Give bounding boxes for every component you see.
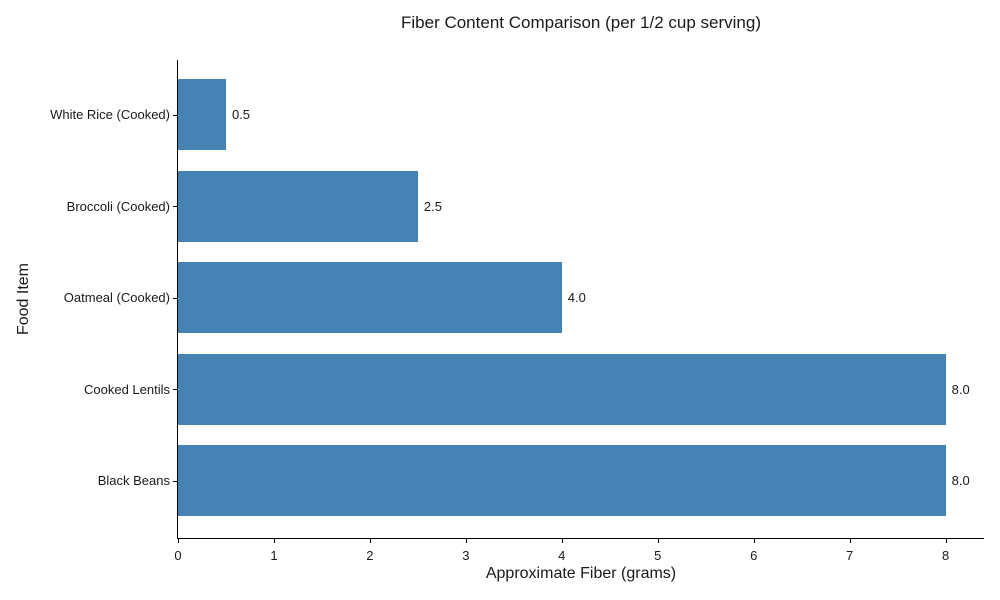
x-tick-label: 3 [462, 548, 470, 563]
plot-area: 0.5 White Rice (Cooked) 2.5 Broccoli (Cooke… [50, 60, 984, 563]
chart-title: Fiber Content Comparison (per 1/2 cup se… [401, 13, 761, 32]
x-axis-label: Approximate Fiber (grams) [485, 565, 677, 582]
bar-value-label: 4.0 [567, 290, 586, 305]
x-tick-label: 6 [750, 548, 758, 563]
x-tick-mark [753, 539, 755, 543]
y-axis-line [177, 60, 178, 539]
bar [178, 353, 946, 425]
y-tick-label: Cooked Lentils [84, 381, 170, 397]
y-tick-label: Black Beans [97, 473, 170, 488]
y-tick-label: Broccoli (Cooked) [66, 198, 170, 214]
y-axis-label: Food Item [15, 262, 32, 336]
x-tick-label: 4 [558, 548, 566, 563]
x-tick-mark [561, 539, 563, 543]
x-tick-label: 7 [846, 548, 854, 563]
y-tick-label: Oatmeal (Cooked) [63, 290, 170, 305]
y-tick-mark [173, 389, 177, 390]
bar-value-label: 2.5 [423, 198, 442, 214]
bar-value-label: 8.0 [951, 473, 970, 488]
y-tick-label: White Rice (Cooked) [50, 107, 170, 122]
x-tick-label: 1 [270, 548, 278, 563]
bar [178, 170, 418, 242]
bar-value-label: 8.0 [951, 381, 970, 397]
x-tick-label: 2 [366, 548, 374, 563]
y-tick-mark [173, 480, 177, 482]
x-tick-label: 0 [174, 548, 182, 563]
x-tick-mark [849, 539, 851, 543]
x-tick-label: 8 [941, 548, 950, 563]
x-tick-label: 5 [654, 548, 662, 563]
x-tick-mark [273, 539, 275, 543]
y-tick-mark [173, 206, 177, 207]
bar-value-label: 0.5 [231, 107, 251, 122]
bar [178, 445, 946, 516]
x-tick-mark [945, 539, 947, 543]
x-tick-mark [465, 539, 467, 543]
y-tick-mark [173, 297, 177, 299]
x-axis-line [177, 538, 984, 539]
bar [178, 262, 562, 333]
bar [178, 79, 226, 150]
y-tick-mark [173, 114, 177, 116]
x-tick-mark [178, 539, 179, 543]
x-tick-mark [657, 539, 659, 543]
x-tick-mark [369, 539, 371, 543]
